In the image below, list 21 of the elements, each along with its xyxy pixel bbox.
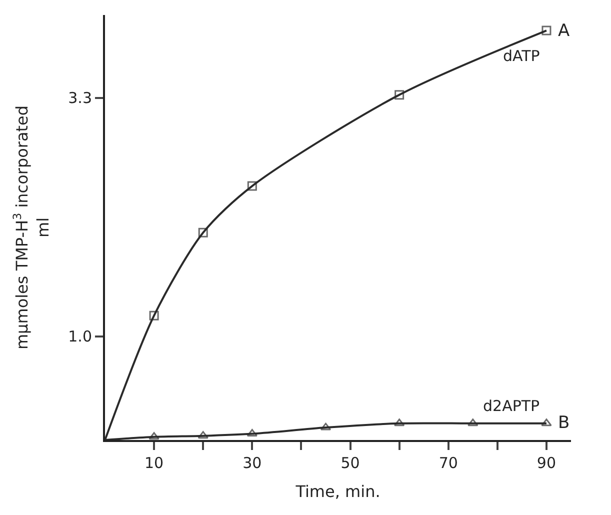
point <box>542 26 552 36</box>
point <box>198 431 208 439</box>
series-label: dATP <box>503 47 540 65</box>
y-tick-label: 3.3 <box>68 89 92 108</box>
point <box>394 90 404 100</box>
x-tick-label: 10 <box>144 454 164 472</box>
x-tick-label: 90 <box>536 454 556 472</box>
x-axis-title: Time, min. <box>294 482 380 502</box>
x-tick-label: 30 <box>242 454 262 472</box>
annotation: A <box>558 21 570 41</box>
point <box>541 418 552 426</box>
series-label: d2APTP <box>483 397 540 415</box>
point <box>198 228 208 238</box>
point <box>468 418 478 426</box>
x-tick-label: 70 <box>438 454 458 472</box>
point <box>149 310 159 320</box>
x-tick-label: 50 <box>340 454 360 472</box>
annotation: B <box>558 413 570 433</box>
point <box>148 432 160 440</box>
point <box>247 181 257 191</box>
y-tick-label: 1.0 <box>68 328 92 346</box>
